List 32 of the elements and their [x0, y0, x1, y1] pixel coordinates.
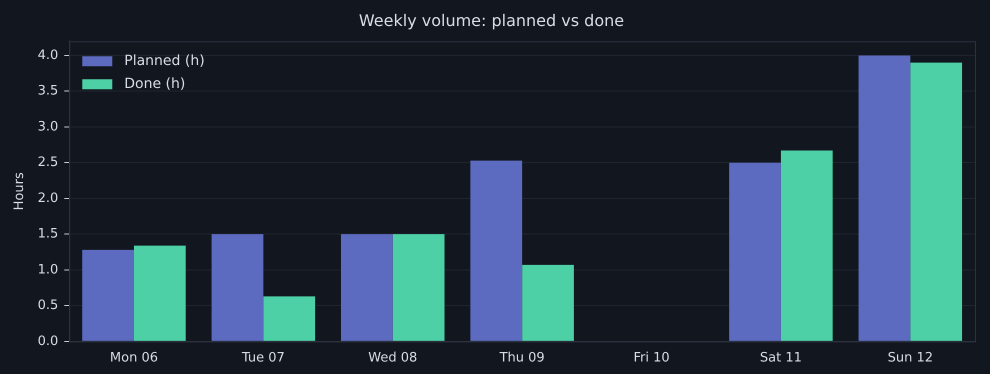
bar: [134, 246, 186, 341]
x-tick-label: Wed 08: [368, 350, 418, 366]
y-tick-label: 3.5: [38, 84, 58, 99]
y-tick-label: 0.0: [38, 334, 58, 349]
x-tick-label: Mon 06: [110, 350, 158, 366]
y-tick-label: 1.5: [38, 226, 58, 242]
chart-title: Weekly volume: planned vs done: [358, 10, 624, 30]
y-tick-label: 0.5: [38, 298, 58, 314]
x-tick-label: Thu 09: [498, 350, 545, 366]
y-tick-label: 1.0: [38, 262, 58, 278]
y-tick-label: 2.0: [38, 190, 58, 206]
y-axis-title: Hours: [12, 172, 28, 210]
x-tick-label: Sat 11: [760, 350, 802, 366]
bar: [910, 62, 962, 341]
x-tick-label: Tue 07: [240, 350, 285, 366]
bar: [858, 55, 910, 341]
legend-label: Done (h): [124, 76, 186, 92]
bar: [212, 234, 264, 341]
bar: [392, 234, 445, 341]
x-tick-label: Sun 12: [888, 350, 934, 366]
y-tick-label: 3.0: [38, 119, 58, 134]
bar: [340, 234, 393, 341]
bar: [82, 250, 134, 341]
y-tick-label: 4.0: [38, 48, 58, 63]
bar: [780, 150, 833, 341]
bar: [263, 296, 316, 341]
legend-label: Planned (h): [124, 52, 205, 69]
bar: [470, 160, 522, 341]
bar: [729, 162, 781, 341]
y-tick-label: 2.5: [38, 155, 58, 170]
bar: [522, 264, 574, 341]
x-tick-label: Fri 10: [633, 350, 670, 366]
